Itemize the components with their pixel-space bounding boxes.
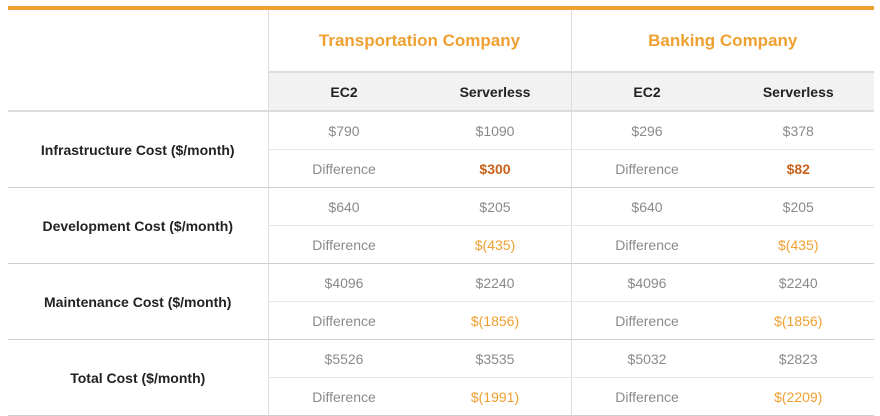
difference-label: Difference <box>267 301 420 340</box>
table-row: Difference $(1991) Difference $(2209) <box>8 377 874 416</box>
cost-comparison-table: Transportation Company Banking Company E… <box>8 10 874 416</box>
value-cell: $5032 <box>570 339 723 378</box>
difference-label: Difference <box>570 225 723 264</box>
table-row: Difference $300 Difference $82 <box>8 149 874 188</box>
difference-value: $(1856) <box>419 301 571 340</box>
value-cell: $296 <box>570 111 723 150</box>
difference-label: Difference <box>267 377 420 416</box>
sub-header-banking-serverless: Serverless <box>722 71 874 112</box>
table-row: Difference $(1856) Difference $(1856) <box>8 301 874 340</box>
row-label-total: Total Cost ($/month) <box>8 339 268 416</box>
sub-header-banking-ec2: EC2 <box>570 71 723 112</box>
difference-label: Difference <box>267 149 420 188</box>
value-cell: $3535 <box>419 339 571 378</box>
table-row: Development Cost ($/month) $640 $205 $64… <box>8 187 874 264</box>
value-cell: $2240 <box>722 263 874 302</box>
difference-label: Difference <box>570 149 723 188</box>
difference-label: Difference <box>570 377 723 416</box>
row-label-infrastructure: Infrastructure Cost ($/month) <box>8 111 268 188</box>
difference-value: $(1856) <box>722 301 874 340</box>
difference-value: $(435) <box>722 225 874 264</box>
value-cell: $2823 <box>722 339 874 378</box>
table-row: Maintenance Cost ($/month) $4096 $2240 $… <box>8 263 874 340</box>
value-cell: $640 <box>570 187 723 226</box>
difference-value: $(2209) <box>722 377 874 416</box>
empty-corner-cell <box>8 10 268 72</box>
company-header-banking: Banking Company <box>570 10 874 72</box>
difference-value: $(435) <box>419 225 571 264</box>
value-cell: $640 <box>267 187 420 226</box>
value-cell: $790 <box>267 111 420 150</box>
value-cell: $5526 <box>267 339 420 378</box>
company-header-transportation: Transportation Company <box>267 10 571 72</box>
difference-value: $300 <box>419 149 571 188</box>
sub-header-transport-ec2: EC2 <box>267 71 420 112</box>
table-row: Total Cost ($/month) $5526 $3535 $5032 $… <box>8 339 874 416</box>
value-cell: $4096 <box>267 263 420 302</box>
value-cell: $2240 <box>419 263 571 302</box>
value-cell: $378 <box>722 111 874 150</box>
table-row: Infrastructure Cost ($/month) $790 $1090… <box>8 111 874 188</box>
difference-value: $82 <box>722 149 874 188</box>
value-cell: $4096 <box>570 263 723 302</box>
company-header-row: Transportation Company Banking Company <box>8 10 874 72</box>
difference-value: $(1991) <box>419 377 571 416</box>
table-row: Difference $(435) Difference $(435) <box>8 225 874 264</box>
difference-label: Difference <box>570 301 723 340</box>
value-cell: $1090 <box>419 111 571 150</box>
row-label-maintenance: Maintenance Cost ($/month) <box>8 263 268 340</box>
value-cell: $205 <box>419 187 571 226</box>
sub-header-row: EC2 Serverless EC2 Serverless <box>8 71 874 112</box>
row-label-development: Development Cost ($/month) <box>8 187 268 264</box>
sub-header-transport-serverless: Serverless <box>419 71 571 112</box>
empty-sub-corner-cell <box>8 72 268 112</box>
top-accent-rule <box>8 6 874 10</box>
difference-label: Difference <box>267 225 420 264</box>
value-cell: $205 <box>722 187 874 226</box>
